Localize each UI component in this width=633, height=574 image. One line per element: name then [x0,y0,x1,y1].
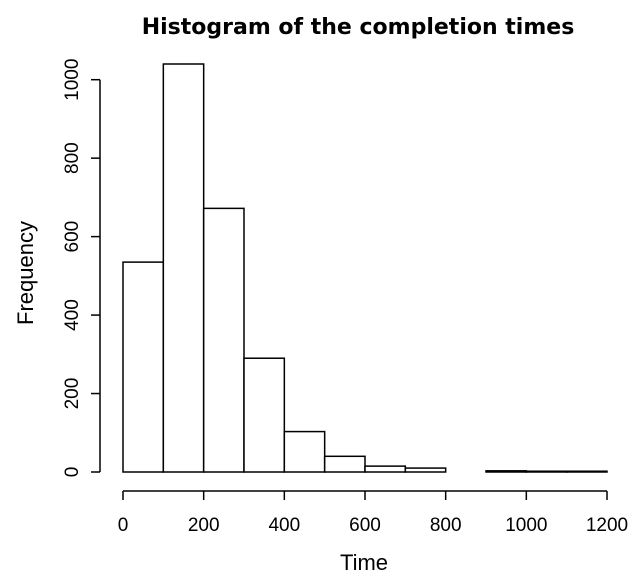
histogram-bar-900-1000 [485,470,528,473]
x-tick-label: 800 [430,515,462,536]
histogram-bar-1100-1200 [565,470,608,473]
histogram-bar-700-800 [404,467,447,473]
y-tick-label: 800 [62,142,83,174]
x-tick-label: 600 [349,515,381,536]
y-axis: 0 200 400 600 800 1000 [62,59,101,478]
y-tick-label: 600 [62,221,83,253]
histogram-bar-400-500 [283,430,326,473]
y-tick-label: 400 [62,299,83,331]
y-axis-label: Frequency [13,221,38,325]
y-tick-label: 0 [62,467,83,478]
x-tick-label: 1200 [586,515,628,536]
y-tick-label: 1000 [62,59,83,101]
x-tick-label: 200 [188,515,220,536]
x-tick-label: 400 [268,515,300,536]
histogram-bar-0-100 [122,261,165,473]
histogram-bar-600-700 [364,465,407,473]
histogram-bar-1000-1100 [525,470,568,473]
chart-title: Histogram of the completion times [142,15,575,40]
x-axis-label: Time [340,550,388,574]
histogram-bar-200-300 [202,207,245,473]
bars-group [122,63,608,473]
histogram-bar-500-600 [323,455,366,473]
histogram-bar-100-200 [162,63,205,473]
x-tick-label: 0 [118,515,129,536]
y-tick-label: 200 [62,378,83,410]
x-tick-label: 1000 [505,515,547,536]
x-axis: 0 200 400 600 800 1000 1200 [118,490,628,536]
histogram-bar-300-400 [243,357,286,473]
